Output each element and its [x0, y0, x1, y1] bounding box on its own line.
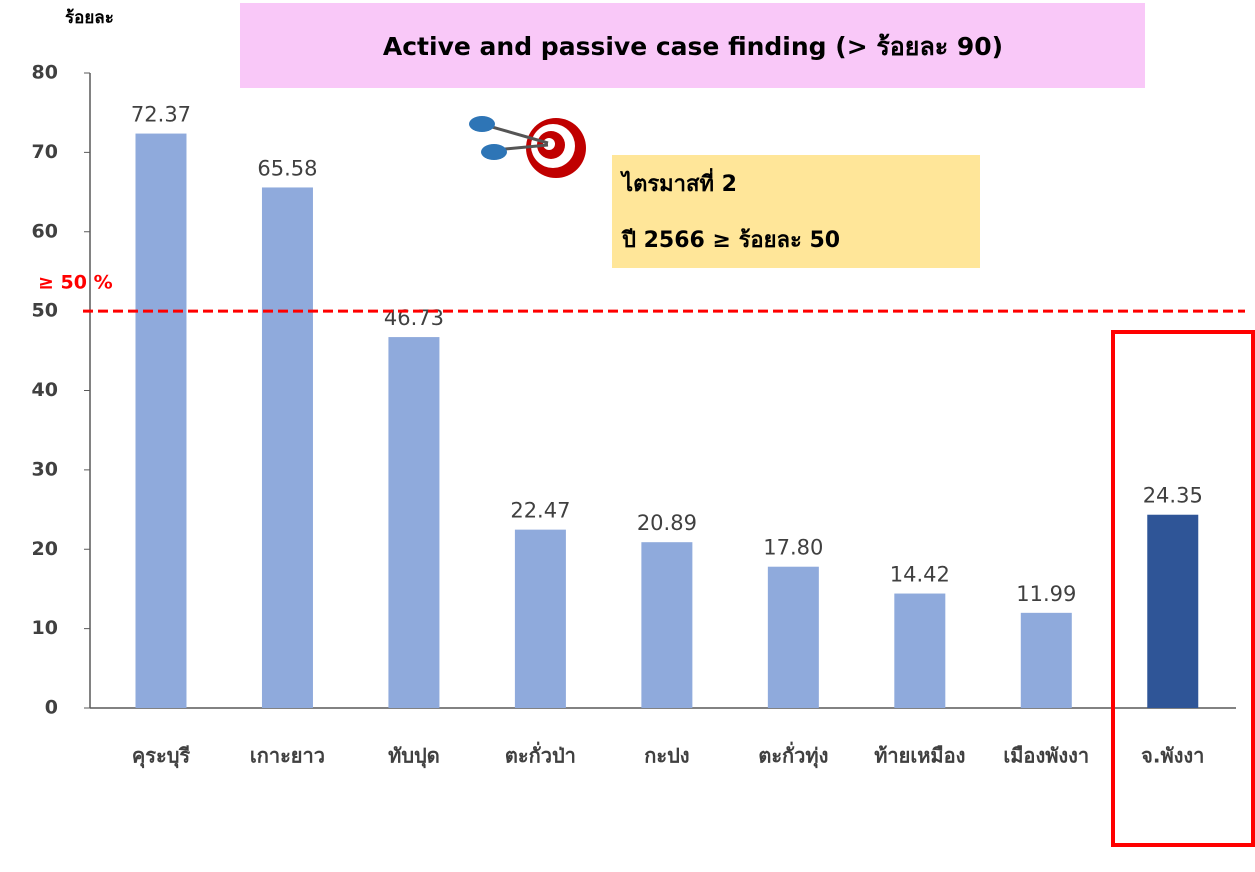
x-tick-label: ตะกั่วทุ่ง: [758, 741, 828, 769]
bar: [135, 134, 186, 708]
chart-title: Active and passive case finding (> ร้อยล…: [383, 32, 1003, 61]
annotation-text: ไตรมาสที่ 2: [620, 167, 737, 197]
y-tick-label: 50: [32, 300, 58, 322]
y-tick-label: 20: [32, 538, 58, 560]
chart: Active and passive case finding (> ร้อยล…: [0, 0, 1255, 872]
x-tick-label: ตะกั่วป่า: [505, 741, 576, 768]
x-tick-label: จ.พังงา: [1141, 744, 1204, 768]
y-tick-label: 0: [45, 697, 58, 719]
value-label: 72.37: [131, 103, 191, 127]
x-tick-label: เกาะยาว: [250, 744, 325, 768]
bar: [1021, 613, 1072, 708]
value-label: 65.58: [257, 156, 317, 180]
y-tick-label: 80: [32, 62, 58, 84]
bar: [894, 594, 945, 708]
y-tick-label: 70: [32, 141, 58, 163]
y-tick-label: 10: [32, 617, 58, 639]
bar: [1147, 515, 1198, 708]
threshold-label: ≥ 50 %: [38, 272, 113, 294]
y-tick-label: 40: [32, 379, 58, 401]
bar: [768, 567, 819, 708]
y-tick-label: 60: [32, 220, 58, 242]
x-tick-label: ทับปุด: [388, 744, 440, 769]
value-label: 22.47: [510, 499, 570, 523]
value-label: 11.99: [1016, 582, 1076, 606]
x-tick-label: กะปง: [644, 744, 689, 768]
value-label: 17.80: [763, 536, 823, 560]
x-tick-label: ท้ายเหมือง: [874, 744, 965, 768]
y-tick-label: 30: [32, 458, 58, 480]
value-label: 24.35: [1143, 484, 1203, 508]
value-label: 20.89: [637, 511, 697, 535]
y-axis-label: ร้อยละ: [65, 8, 114, 28]
x-tick-label: คุระบุรี: [132, 744, 191, 769]
bar: [262, 187, 313, 708]
bar: [388, 337, 439, 708]
dart-icon: [469, 116, 586, 178]
bar: [641, 542, 692, 708]
x-tick-label: เมืองพังงา: [1003, 744, 1089, 768]
annotation-text: ปี 2566 ≥ ร้อยละ 50: [621, 228, 840, 253]
value-label: 14.42: [890, 563, 950, 587]
bar: [515, 530, 566, 708]
